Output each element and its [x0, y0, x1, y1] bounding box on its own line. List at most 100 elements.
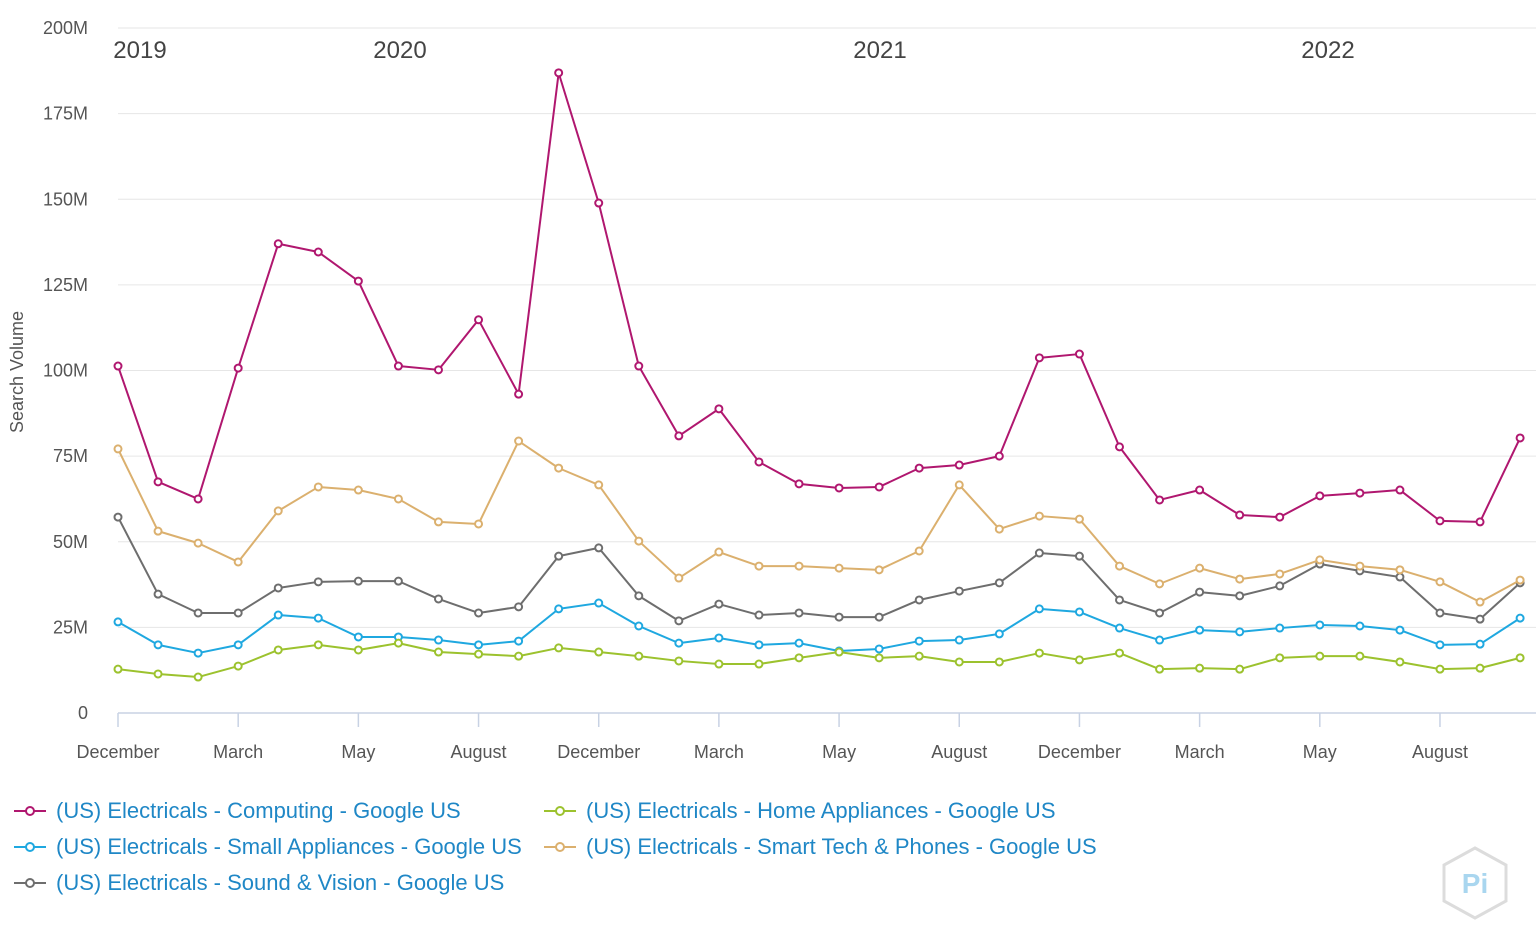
data-point [994, 657, 1004, 667]
data-point [674, 638, 684, 648]
data-point [1275, 623, 1285, 633]
data-point [1074, 655, 1084, 665]
x-tick-label: March [694, 742, 744, 762]
year-label: 2019 [113, 37, 166, 64]
data-point [193, 648, 203, 658]
data-point [874, 565, 884, 575]
data-point [1395, 657, 1405, 667]
data-point [153, 589, 163, 599]
x-tick-label: May [341, 742, 375, 762]
legend-label: (US) Electricals - Home Appliances - Goo… [586, 798, 1056, 823]
data-point [874, 612, 884, 622]
data-point [1155, 635, 1165, 645]
data-point [1195, 663, 1205, 673]
data-point [313, 613, 323, 623]
data-point [1034, 353, 1044, 363]
legend-item-sound-vision[interactable]: (US) Electricals - Sound & Vision - Goog… [14, 870, 504, 896]
data-point [313, 640, 323, 650]
data-point [273, 506, 283, 516]
data-point [1235, 664, 1245, 674]
data-point [393, 576, 403, 586]
data-point [1275, 581, 1285, 591]
data-point [1475, 517, 1485, 527]
data-point [914, 463, 924, 473]
data-point [1034, 511, 1044, 521]
data-point [634, 536, 644, 546]
data-point [1115, 442, 1124, 452]
data-point [714, 659, 724, 669]
data-point [433, 635, 443, 645]
data-point [353, 576, 363, 586]
data-point [834, 563, 844, 573]
data-point [714, 404, 724, 414]
data-point [914, 636, 924, 646]
data-point [193, 672, 203, 682]
y-axis-label: Search Volume [7, 311, 27, 433]
x-tick-label: May [1303, 742, 1337, 762]
data-point [1475, 597, 1485, 607]
y-tick-label: 25M [53, 617, 88, 637]
legend-marker-icon [544, 842, 576, 852]
data-point [834, 612, 844, 622]
data-point [954, 635, 964, 645]
data-point [474, 608, 484, 618]
series-line-4 [117, 440, 1521, 604]
data-point [1155, 664, 1165, 674]
data-point [594, 647, 604, 657]
y-tick-label: 50M [53, 532, 88, 552]
data-point [994, 578, 1004, 588]
data-point [1515, 575, 1525, 585]
x-tick-label: December [557, 742, 640, 762]
data-point [874, 653, 884, 663]
x-tick-label: December [76, 742, 159, 762]
data-point [634, 621, 644, 631]
data-point [1195, 563, 1205, 573]
data-point [674, 616, 684, 626]
data-point [1355, 561, 1365, 571]
data-point [1074, 349, 1084, 359]
legend-marker-icon [14, 878, 46, 888]
data-point [754, 561, 764, 571]
data-point [594, 480, 604, 490]
data-point [353, 632, 363, 642]
x-tick-label: August [1412, 742, 1468, 762]
data-point [954, 586, 964, 596]
data-point [594, 598, 604, 608]
data-point [674, 573, 684, 583]
legend-item-home-appliances[interactable]: (US) Electricals - Home Appliances - Goo… [544, 798, 1056, 824]
data-point [1315, 491, 1325, 501]
data-point [514, 602, 524, 612]
data-point [1435, 516, 1445, 526]
data-point [554, 68, 564, 78]
data-point [1074, 514, 1084, 524]
data-point [1395, 572, 1405, 582]
data-point [433, 647, 443, 657]
data-point [834, 483, 844, 493]
series-line-2 [117, 516, 1521, 622]
data-point [393, 361, 403, 371]
data-point [554, 643, 564, 653]
data-point [1475, 614, 1485, 624]
legend-item-small-appliances[interactable]: (US) Electricals - Small Appliances - Go… [14, 834, 522, 860]
data-point [794, 479, 804, 489]
legend-item-computing[interactable]: (US) Electricals - Computing - Google US [14, 798, 461, 824]
data-point [594, 543, 604, 553]
data-point [674, 431, 684, 441]
data-point [1195, 587, 1205, 597]
data-point [1395, 485, 1405, 495]
data-point [714, 547, 724, 557]
data-point [273, 239, 283, 249]
data-point [273, 583, 283, 593]
data-point [634, 361, 644, 371]
legend-label: (US) Electricals - Smart Tech & Phones -… [586, 834, 1097, 859]
data-point [1475, 639, 1485, 649]
data-point [514, 436, 524, 446]
line-chart: 0 25M 50M 75M 100M 125M 150M 175M 200M December Ma… [7, 18, 1536, 762]
data-point [1034, 604, 1044, 614]
data-point [634, 591, 644, 601]
data-point [874, 644, 884, 654]
data-point [954, 480, 964, 490]
data-point [834, 647, 844, 657]
series-line-0 [117, 71, 1522, 523]
legend-item-smart-tech[interactable]: (US) Electricals - Smart Tech & Phones -… [544, 834, 1097, 860]
